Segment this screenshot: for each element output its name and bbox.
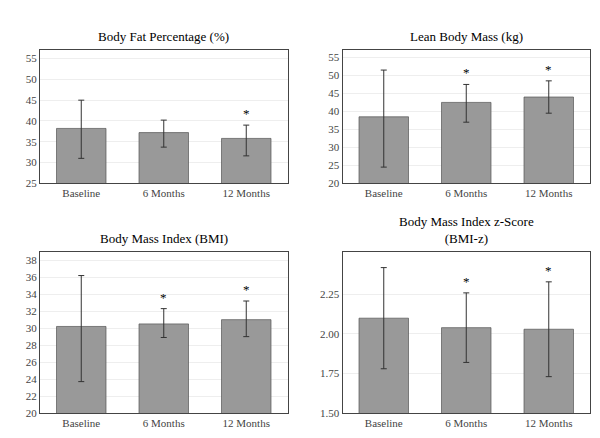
svg-text:Baseline: Baseline bbox=[365, 187, 403, 199]
svg-text:32: 32 bbox=[26, 305, 37, 317]
svg-text:50: 50 bbox=[26, 73, 38, 85]
svg-text:45: 45 bbox=[328, 87, 340, 99]
svg-text:Lean Body Mass (kg): Lean Body Mass (kg) bbox=[410, 29, 523, 44]
svg-text:35: 35 bbox=[328, 123, 340, 135]
svg-text:30: 30 bbox=[26, 322, 38, 334]
svg-text:55: 55 bbox=[328, 51, 340, 63]
svg-text:45: 45 bbox=[26, 94, 38, 106]
svg-text:35: 35 bbox=[26, 136, 38, 148]
svg-text:*: * bbox=[463, 274, 470, 289]
svg-text:22: 22 bbox=[26, 390, 37, 402]
svg-text:50: 50 bbox=[328, 69, 340, 81]
svg-text:12 Months: 12 Months bbox=[223, 187, 270, 199]
svg-text:6 Months: 6 Months bbox=[445, 187, 487, 199]
svg-text:12 Months: 12 Months bbox=[525, 187, 572, 199]
svg-text:*: * bbox=[545, 62, 552, 77]
svg-text:6 Months: 6 Months bbox=[143, 187, 185, 199]
svg-text:40: 40 bbox=[328, 105, 340, 117]
svg-text:Body Mass Index z-Score(BMI-z): Body Mass Index z-Score(BMI-z) bbox=[399, 214, 534, 246]
svg-text:Body Mass Index (BMI): Body Mass Index (BMI) bbox=[100, 231, 228, 246]
svg-text:*: * bbox=[545, 263, 552, 278]
svg-text:40: 40 bbox=[26, 115, 38, 127]
svg-text:20: 20 bbox=[328, 177, 340, 189]
svg-text:30: 30 bbox=[328, 141, 340, 153]
svg-text:Baseline: Baseline bbox=[365, 417, 403, 429]
svg-text:25: 25 bbox=[26, 177, 38, 189]
svg-text:6 Months: 6 Months bbox=[445, 417, 487, 429]
svg-text:26: 26 bbox=[26, 356, 38, 368]
svg-text:34: 34 bbox=[26, 288, 38, 300]
svg-text:55: 55 bbox=[26, 52, 38, 64]
svg-text:2.25: 2.25 bbox=[320, 288, 340, 300]
svg-text:*: * bbox=[243, 282, 250, 297]
svg-text:24: 24 bbox=[26, 373, 38, 385]
svg-text:Baseline: Baseline bbox=[62, 187, 100, 199]
svg-text:12 Months: 12 Months bbox=[525, 417, 572, 429]
svg-text:2.00: 2.00 bbox=[320, 328, 340, 340]
svg-text:*: * bbox=[243, 106, 250, 121]
svg-text:25: 25 bbox=[328, 159, 340, 171]
svg-text:6 Months: 6 Months bbox=[143, 417, 185, 429]
svg-text:1.50: 1.50 bbox=[320, 407, 340, 419]
svg-text:*: * bbox=[463, 65, 470, 80]
svg-text:30: 30 bbox=[26, 156, 38, 168]
svg-text:28: 28 bbox=[26, 339, 38, 351]
svg-text:36: 36 bbox=[26, 271, 38, 283]
svg-text:1.75: 1.75 bbox=[320, 367, 340, 379]
svg-text:Baseline: Baseline bbox=[62, 417, 100, 429]
svg-text:20: 20 bbox=[26, 407, 38, 419]
svg-text:Body Fat Percentage (%): Body Fat Percentage (%) bbox=[98, 29, 229, 44]
svg-text:12 Months: 12 Months bbox=[223, 417, 270, 429]
svg-text:*: * bbox=[160, 290, 167, 305]
svg-text:38: 38 bbox=[26, 254, 38, 266]
